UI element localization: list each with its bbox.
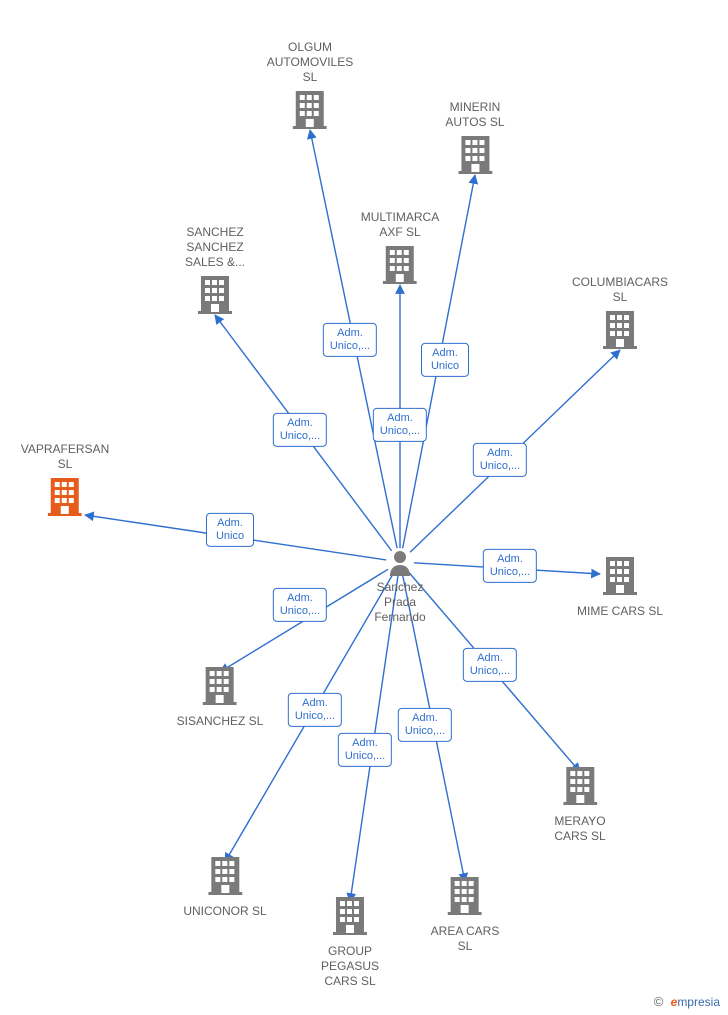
company-node[interactable]: MINERIN AUTOS SL	[445, 100, 504, 179]
building-icon	[333, 895, 367, 940]
edge-label[interactable]: Adm. Unico,...	[483, 549, 537, 583]
company-label: GROUP PEGASUS CARS SL	[321, 944, 379, 989]
building-icon	[198, 274, 232, 319]
company-label: OLGUM AUTOMOVILES SL	[267, 40, 353, 85]
company-label: MERAYO CARS SL	[554, 814, 605, 844]
company-label: COLUMBIACARS SL	[572, 275, 668, 305]
center-person-node[interactable]	[388, 550, 412, 581]
company-node[interactable]: COLUMBIACARS SL	[572, 275, 668, 354]
edge-label[interactable]: Adm. Unico,...	[473, 443, 527, 477]
center-person-label: Sanchez Prada Fernando	[374, 580, 425, 625]
watermark: © empresia	[654, 994, 720, 1009]
edge-label[interactable]: Adm. Unico,...	[398, 708, 452, 742]
brand-rest: mpresia	[677, 995, 720, 1009]
edge-label[interactable]: Adm. Unico	[421, 343, 469, 377]
company-node[interactable]: MERAYO CARS SL	[554, 765, 605, 844]
copyright-symbol: ©	[654, 994, 664, 1009]
building-icon	[203, 665, 237, 710]
company-label: VAPRAFERSAN SL	[21, 442, 109, 472]
company-node[interactable]: UNICONOR SL	[183, 855, 266, 919]
edge-label[interactable]: Adm. Unico,...	[338, 733, 392, 767]
building-icon	[208, 855, 242, 900]
company-label: MINERIN AUTOS SL	[445, 100, 504, 130]
company-node[interactable]: VAPRAFERSAN SL	[21, 442, 109, 521]
diagram-canvas: OLGUM AUTOMOVILES SL MINERIN AUTOS SL MU…	[0, 0, 728, 1015]
edge-label[interactable]: Adm. Unico,...	[463, 648, 517, 682]
edge-label[interactable]: Adm. Unico,...	[273, 588, 327, 622]
company-label: AREA CARS SL	[431, 924, 500, 954]
building-icon	[293, 89, 327, 134]
building-icon	[448, 875, 482, 920]
building-icon	[563, 765, 597, 810]
company-node[interactable]: MULTIMARCA AXF SL	[361, 210, 439, 289]
company-label: MULTIMARCA AXF SL	[361, 210, 439, 240]
building-icon	[458, 134, 492, 179]
building-icon	[383, 244, 417, 289]
building-icon	[603, 309, 637, 354]
company-node[interactable]: SISANCHEZ SL	[177, 665, 264, 729]
company-node[interactable]: AREA CARS SL	[431, 875, 500, 954]
company-label: MIME CARS SL	[577, 604, 663, 619]
building-icon	[603, 555, 637, 600]
company-label: UNICONOR SL	[183, 904, 266, 919]
company-node[interactable]: MIME CARS SL	[577, 555, 663, 619]
company-label: SANCHEZ SANCHEZ SALES &...	[185, 225, 245, 270]
company-node[interactable]: OLGUM AUTOMOVILES SL	[267, 40, 353, 134]
building-icon	[48, 476, 82, 521]
edge-label[interactable]: Adm. Unico,...	[288, 693, 342, 727]
company-node[interactable]: SANCHEZ SANCHEZ SALES &...	[185, 225, 245, 319]
edge-label[interactable]: Adm. Unico,...	[273, 413, 327, 447]
company-node[interactable]: GROUP PEGASUS CARS SL	[321, 895, 379, 989]
edge-label[interactable]: Adm. Unico	[206, 513, 254, 547]
person-icon	[388, 550, 412, 581]
edge-label[interactable]: Adm. Unico,...	[373, 408, 427, 442]
company-label: SISANCHEZ SL	[177, 714, 264, 729]
edge-label[interactable]: Adm. Unico,...	[323, 323, 377, 357]
